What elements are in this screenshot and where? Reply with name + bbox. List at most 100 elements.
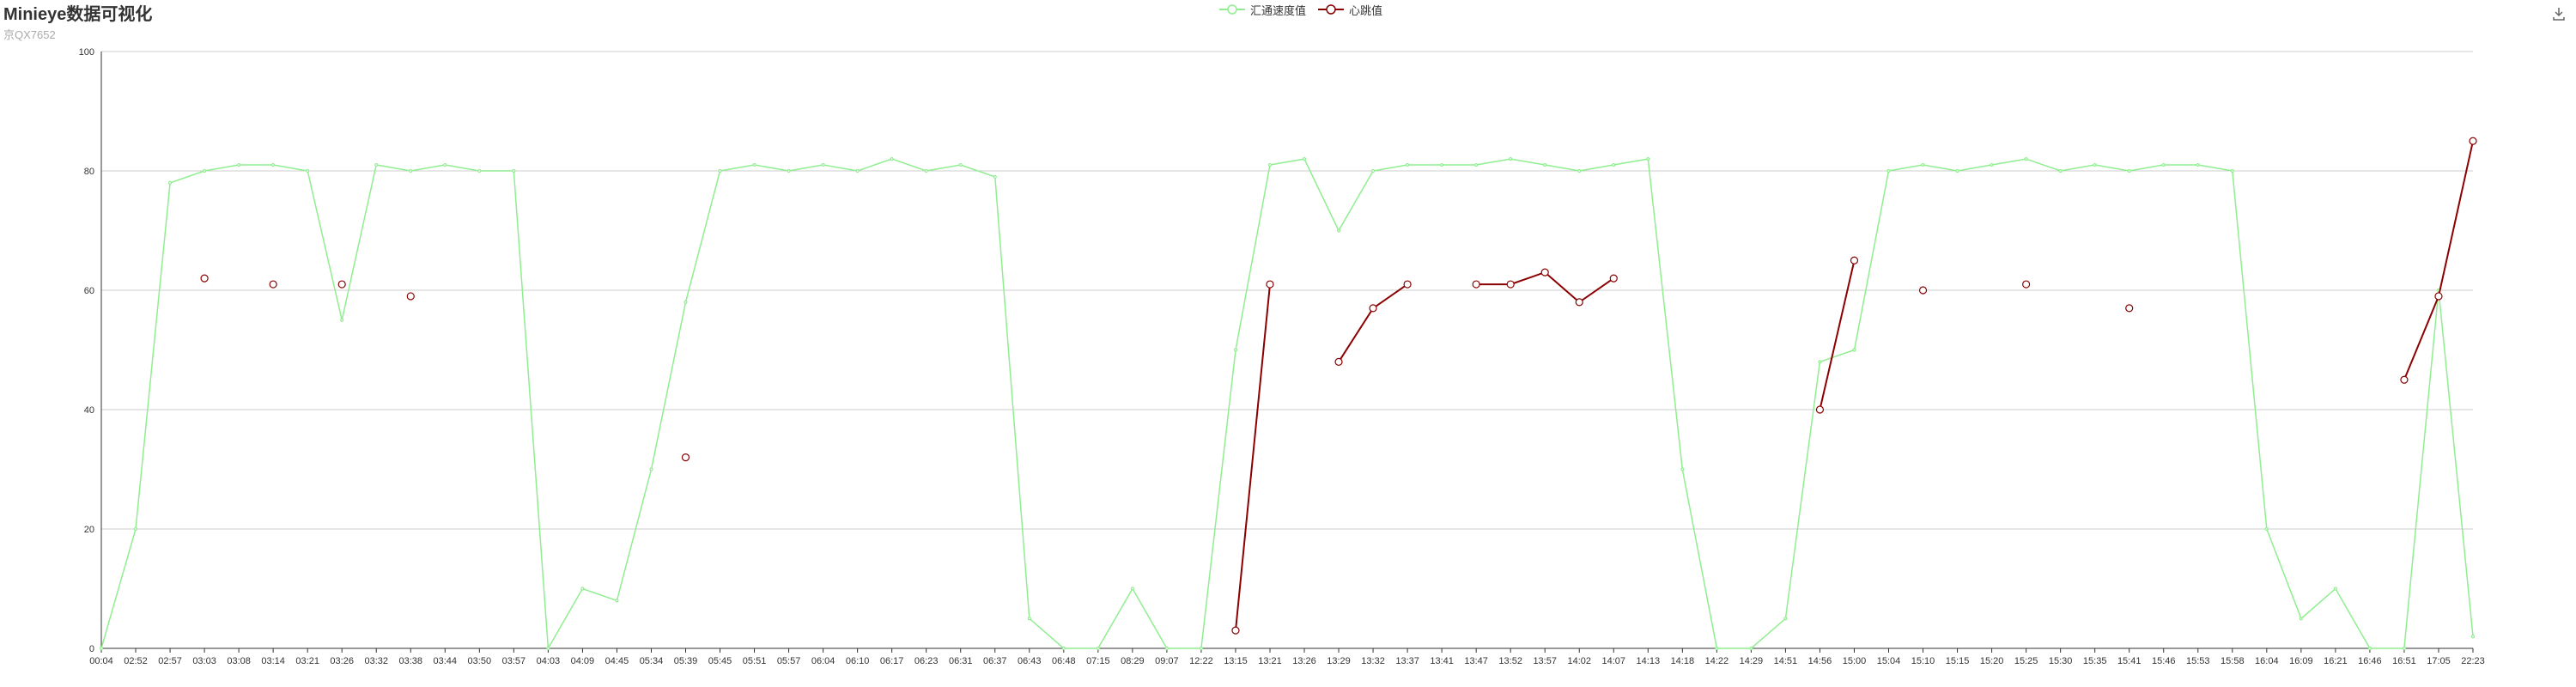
legend-item-speed[interactable]: 汇通速度值	[1219, 2, 1306, 18]
chart-title: Minieye数据可视化	[3, 5, 153, 24]
x-tick-label: 05:45	[708, 656, 732, 666]
data-point-heartbeat	[1472, 280, 1480, 289]
data-point-heartbeat	[1506, 280, 1515, 289]
data-point-speed	[1990, 162, 1994, 167]
x-tick-label: 03:32	[364, 656, 388, 666]
data-point-speed	[1199, 646, 1204, 651]
x-tick-label: 06:43	[1018, 656, 1042, 666]
data-point-speed	[580, 587, 585, 591]
data-point-speed	[958, 162, 963, 167]
data-point-heartbeat	[1609, 274, 1618, 283]
legend-heartbeat-label: 心跳值	[1349, 3, 1383, 17]
data-point-speed	[1370, 168, 1376, 173]
x-tick-label: 16:51	[2392, 656, 2416, 666]
x-tick-label: 15:41	[2117, 656, 2142, 666]
x-tick-label: 14:13	[1637, 656, 1661, 666]
x-tick-label: 08:29	[1121, 656, 1145, 666]
x-tick-label: 13:37	[1395, 656, 1419, 666]
data-point-speed	[2230, 168, 2234, 173]
data-point-heartbeat	[2469, 137, 2477, 145]
data-point-heartbeat	[1850, 256, 1859, 264]
data-point-speed	[1749, 646, 1753, 651]
x-tick-label: 13:57	[1533, 656, 1557, 666]
data-point-speed	[1612, 162, 1616, 167]
data-point-speed	[2402, 646, 2407, 651]
data-point-heartbeat	[1918, 286, 1928, 295]
x-tick-label: 13:52	[1498, 656, 1522, 666]
legend: 汇通速度值 心跳值	[1219, 2, 1382, 17]
data-point-speed	[2024, 157, 2028, 161]
x-tick-label: 03:03	[192, 656, 216, 666]
data-point-speed	[237, 162, 241, 167]
x-tick-label: 09:07	[1155, 656, 1179, 666]
data-point-speed	[1440, 162, 1444, 167]
x-tick-label: 13:21	[1258, 656, 1282, 666]
data-point-speed	[1267, 162, 1273, 167]
x-tick-label: 04:45	[605, 656, 629, 666]
legend-heartbeat-icon	[1318, 4, 1345, 15]
x-tick-label: 14:51	[1774, 656, 1798, 666]
data-point-heartbeat	[337, 280, 346, 289]
x-tick-label: 06:10	[846, 656, 870, 666]
data-point-speed	[340, 318, 344, 322]
data-point-heartbeat	[1815, 405, 1825, 414]
x-tick-label: 15:20	[1980, 656, 2004, 666]
y-tick-label: 40	[84, 405, 94, 416]
data-point-speed	[2127, 168, 2131, 173]
data-point-speed	[683, 300, 688, 304]
data-point-speed	[1406, 162, 1410, 167]
data-point-speed	[202, 168, 207, 173]
legend-speed-icon	[1219, 4, 1245, 15]
data-point-speed	[167, 180, 173, 185]
data-point-speed	[1955, 168, 1959, 173]
data-point-speed	[271, 162, 276, 167]
data-point-speed	[477, 168, 482, 173]
x-tick-label: 13:26	[1292, 656, 1316, 666]
y-tick-label: 80	[84, 167, 94, 177]
x-tick-label: 06:17	[880, 656, 904, 666]
data-point-speed	[2264, 526, 2269, 532]
data-point-speed	[1680, 467, 1685, 471]
x-tick-label: 03:57	[502, 656, 526, 666]
data-point-heartbeat	[1403, 280, 1412, 289]
download-button[interactable]	[2550, 5, 2567, 22]
data-point-speed	[2161, 162, 2166, 167]
data-point-speed	[409, 168, 413, 173]
x-tick-label: 03:38	[398, 656, 422, 666]
x-tick-label: 14:56	[1808, 656, 1832, 666]
data-point-speed	[374, 162, 379, 167]
data-point-heartbeat	[406, 292, 415, 301]
x-tick-label: 14:29	[1740, 656, 1764, 666]
data-point-heartbeat	[1369, 304, 1377, 313]
x-tick-label: 15:58	[2221, 656, 2245, 666]
x-tick-label: 05:51	[743, 656, 767, 666]
data-point-speed	[1233, 348, 1238, 352]
data-point-speed	[615, 599, 619, 603]
data-point-speed	[1096, 646, 1100, 651]
data-point-heartbeat	[1334, 357, 1343, 366]
y-tick-label: 0	[89, 644, 94, 654]
data-point-speed	[133, 526, 138, 532]
data-point-speed	[512, 168, 516, 173]
data-point-speed	[752, 162, 756, 167]
x-tick-label: 16:21	[2324, 656, 2348, 666]
data-point-speed	[993, 174, 997, 179]
data-point-heartbeat	[1231, 626, 1240, 635]
x-tick-label: 06:23	[914, 656, 939, 666]
x-tick-label: 14:07	[1602, 656, 1626, 666]
data-point-speed	[99, 646, 104, 651]
legend-item-heartbeat[interactable]: 心跳值	[1318, 2, 1382, 18]
data-point-speed	[1818, 360, 1822, 364]
x-tick-label: 15:35	[2083, 656, 2107, 666]
data-point-speed	[2196, 162, 2200, 167]
x-tick-label: 06:48	[1052, 656, 1076, 666]
x-tick-label: 07:15	[1086, 656, 1110, 666]
x-tick-label: 06:37	[983, 656, 1007, 666]
data-point-speed	[1543, 162, 1547, 167]
data-point-heartbeat	[1540, 268, 1549, 277]
x-tick-label: 15:46	[2152, 656, 2176, 666]
data-point-speed	[890, 157, 894, 161]
data-point-speed	[1886, 168, 1891, 173]
data-point-speed	[2367, 646, 2372, 651]
